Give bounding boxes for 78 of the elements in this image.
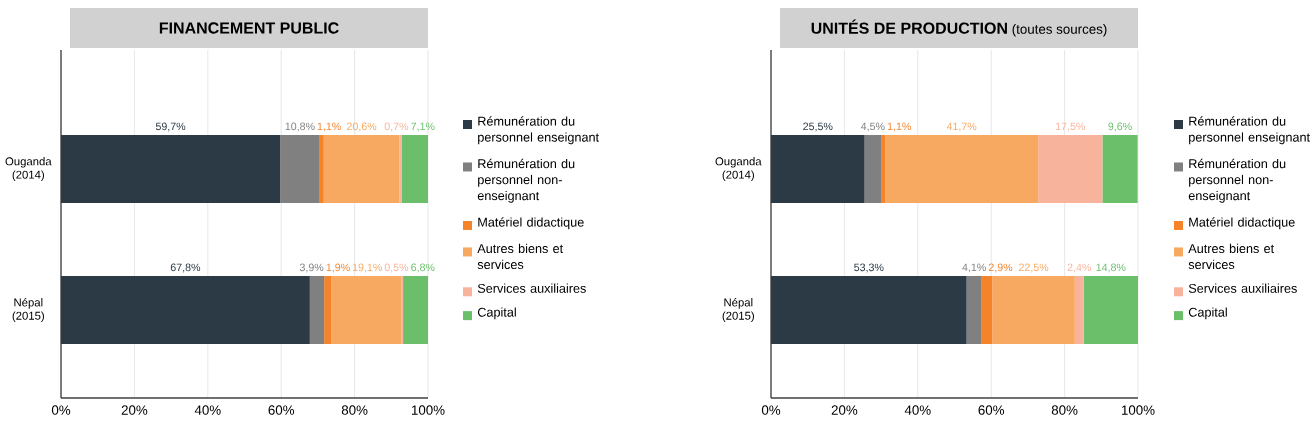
bar	[403, 276, 429, 344]
data-label: 59,7%	[155, 122, 186, 132]
data-label: 10,8%	[285, 122, 315, 132]
data-label: 0,7%	[384, 122, 409, 132]
x-tick-label: 20%	[831, 405, 858, 415]
data-label: 2,9%	[988, 263, 1013, 273]
data-label: 67,8%	[170, 263, 201, 273]
legend-label: Rémunération du personnel enseignant	[478, 116, 599, 145]
data-label: 1,1%	[887, 122, 912, 132]
data-label: 1,9%	[326, 263, 350, 273]
bar	[1102, 135, 1138, 203]
x-tick-label: 40%	[194, 405, 221, 415]
y-tick-label: Ouganda (2014)	[5, 157, 52, 181]
bar	[992, 276, 1075, 344]
data-label: 17,5%	[1055, 122, 1086, 132]
legend-label: Matériel didactique	[478, 217, 584, 230]
y-tick-label: Ouganda (2014)	[715, 157, 762, 181]
bar	[309, 276, 325, 344]
x-tick-label: 80%	[341, 405, 368, 415]
data-label: 22,5%	[1019, 263, 1049, 273]
chart-title: UNITÉS DE PRODUCTION	[811, 19, 1007, 34]
data-label: 6,8%	[411, 263, 435, 273]
x-tick-label: 0%	[761, 405, 781, 415]
bar	[1083, 276, 1138, 344]
y-tick-label: Népal (2015)	[12, 297, 44, 322]
legend-label: Rémunération du personnel non-enseignant	[477, 158, 575, 203]
x-tick-label: 80%	[1051, 405, 1078, 415]
legend-label: Rémunération du personnel non-enseignant	[1188, 158, 1286, 203]
legend-label: Matériel didactique	[1189, 217, 1295, 230]
x-tick-label: 100%	[1121, 405, 1155, 415]
data-label: 25,5%	[803, 122, 833, 132]
bar	[885, 135, 1039, 203]
bar	[319, 135, 324, 203]
data-label: 41,7%	[946, 122, 977, 132]
data-label: 14,8%	[1096, 263, 1126, 273]
data-label: 19,1%	[352, 263, 382, 273]
data-label: 4,5%	[860, 122, 885, 132]
y-tick-label: Népal (2015)	[722, 297, 754, 322]
bar	[1038, 135, 1103, 203]
bar	[771, 276, 967, 344]
x-tick-label: 40%	[904, 405, 931, 415]
bar	[399, 135, 402, 203]
x-tick-label: 60%	[978, 405, 1005, 415]
data-label: 53,3%	[854, 263, 884, 273]
data-label: 0,5%	[384, 263, 409, 273]
legend-label: Services auxiliaires	[477, 283, 586, 293]
chart-title: FINANCEMENT PUBLIC	[159, 22, 339, 34]
legend-label: Autres biens et services	[1188, 243, 1275, 270]
bar	[771, 135, 865, 203]
bar	[881, 135, 886, 203]
bar	[331, 276, 402, 344]
legend-label: Services auxiliaires	[1188, 283, 1297, 293]
legend-label: Capital	[477, 307, 516, 320]
bar	[61, 276, 310, 344]
chart-subtitle: (toutes sources)	[1012, 24, 1107, 37]
data-label: 20,6%	[347, 122, 377, 132]
bar	[981, 276, 993, 344]
x-tick-label: 20%	[121, 405, 148, 415]
legend-label: Rémunération du personnel enseignant	[1189, 116, 1310, 145]
bar	[323, 135, 400, 203]
data-label: 3,9%	[299, 263, 324, 273]
data-label: 4,1%	[962, 263, 986, 273]
data-label: 1,1%	[317, 122, 341, 132]
data-label: 9,6%	[1108, 122, 1132, 132]
bar	[1074, 276, 1084, 344]
x-tick-label: 100%	[411, 405, 445, 415]
bar	[966, 276, 982, 344]
x-tick-label: 0%	[51, 405, 71, 415]
data-label: 2,4%	[1067, 263, 1092, 273]
x-tick-label: 60%	[268, 405, 295, 415]
data-label: 7,1%	[411, 122, 435, 132]
bar	[280, 135, 320, 203]
bar	[864, 135, 882, 203]
bar	[61, 135, 281, 203]
bar	[324, 276, 332, 344]
bar	[401, 135, 429, 203]
legend-label: Capital	[1188, 307, 1227, 320]
legend-label: Autres biens et services	[477, 243, 564, 270]
